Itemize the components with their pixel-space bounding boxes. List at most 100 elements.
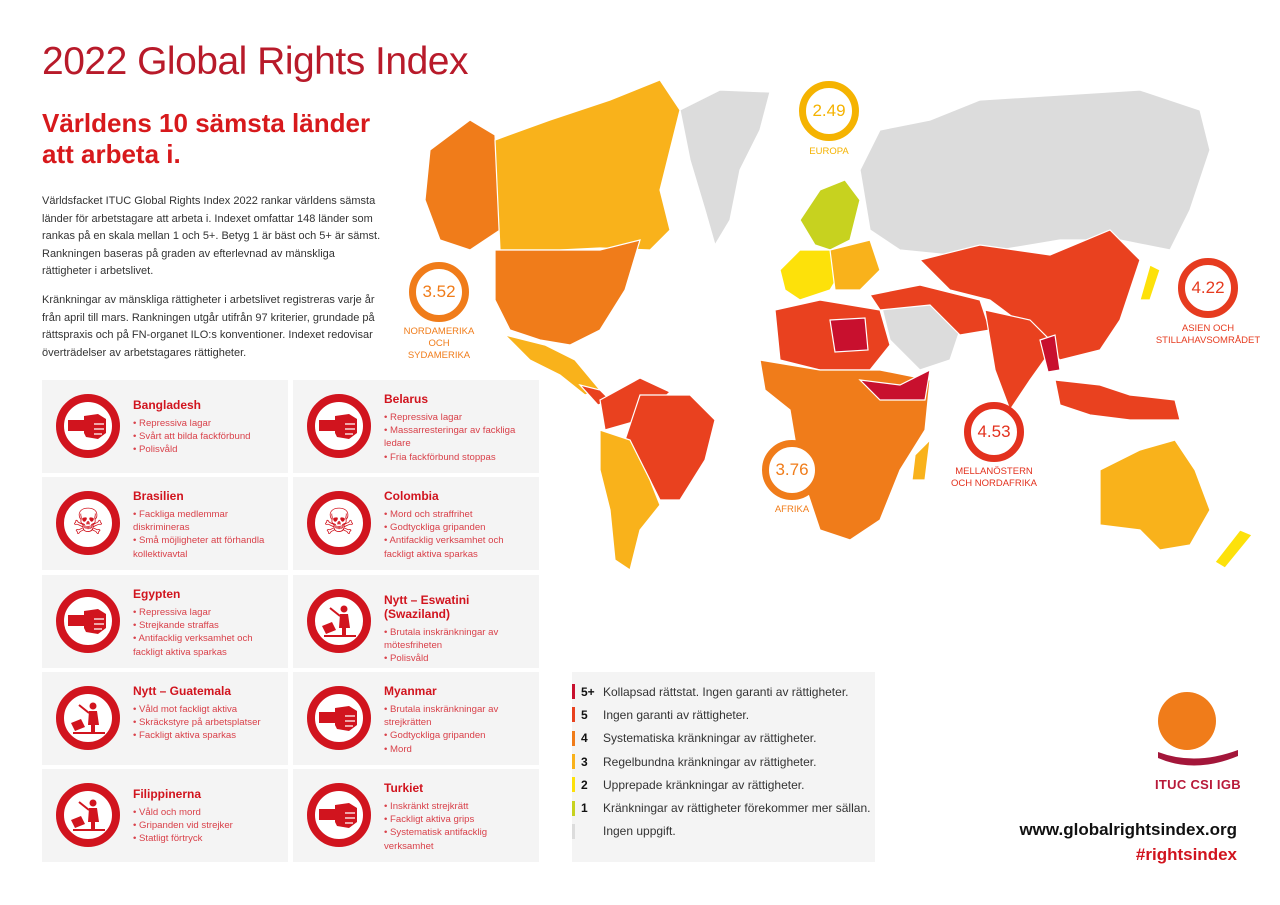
country-card: Filippinerna Våld och mordGripanden vid s… bbox=[42, 769, 288, 862]
violation-list: Våld mot fackligt aktivaSkräckstyre på a… bbox=[133, 703, 285, 743]
intro-paragraph-2: Kränkningar av mänskliga rättigheter i a… bbox=[42, 294, 375, 359]
country-card: Turkiet Inskränkt strejkrättFackligt akti… bbox=[293, 769, 539, 862]
violation-item: Brutala inskränkningar av mötesfriheten bbox=[384, 626, 536, 652]
country-card: Myanmar Brutala inskränkningar av strejkr… bbox=[293, 672, 539, 765]
violation-list: Våld och mordGripanden vid strejkerStatl… bbox=[133, 806, 285, 846]
legend-row: 5 Ingen garanti av rättigheter. bbox=[572, 703, 875, 726]
country-name: Turkiet bbox=[384, 781, 424, 795]
region-label-americas: Nordamerika och Sydamerika bbox=[403, 326, 475, 361]
police-violence-icon bbox=[56, 783, 120, 847]
violation-item: Antifacklig verksamhet och fackligt akti… bbox=[133, 632, 285, 658]
map-india bbox=[984, 309, 1056, 412]
country-name: Bangladesh bbox=[133, 398, 202, 412]
country-name: Brasilien bbox=[133, 489, 184, 503]
page-subtitle: Världens 10 sämsta länder att arbeta i. bbox=[42, 108, 371, 169]
legend-rating: 1 bbox=[581, 801, 588, 816]
fist-icon bbox=[307, 394, 371, 458]
country-card: Nytt – Guatemala Våld mot fackligt aktiva… bbox=[42, 672, 288, 765]
country-card: Egypten Repressiva lagarStrejkande straff… bbox=[42, 575, 288, 668]
violation-list: Mord och straffrihetGodtyckliga gripande… bbox=[384, 508, 536, 561]
map-madagascar bbox=[911, 438, 931, 481]
country-name: Egypten bbox=[133, 587, 181, 601]
hashtag: #rightsindex bbox=[1135, 845, 1237, 864]
legend-rating: 5+ bbox=[581, 684, 595, 699]
violation-item: Fackliga medlemmar diskrimineras bbox=[133, 508, 285, 534]
region-score-africa: 3.76 bbox=[762, 440, 822, 500]
violation-item: Godtyckliga gripanden bbox=[384, 521, 536, 534]
violation-item: Fackligt aktiva grips bbox=[384, 813, 536, 826]
violation-list: Brutala inskränkningar av strejkrättenGo… bbox=[384, 703, 536, 756]
legend-rating: 4 bbox=[581, 731, 588, 746]
violation-item: Mord och straffrihet bbox=[384, 508, 536, 521]
legend-color-swatch bbox=[572, 754, 575, 770]
map-greenland bbox=[679, 89, 771, 247]
violation-list: Repressiva lagarSvårt att bilda fackförb… bbox=[133, 417, 285, 457]
page-title: 2022 Global Rights Index bbox=[42, 40, 468, 83]
violation-item: Gripanden vid strejker bbox=[133, 819, 285, 832]
country-name: Belarus bbox=[384, 392, 429, 406]
violation-item: Antifacklig verksamhet och fackligt akti… bbox=[384, 534, 536, 560]
legend-row: Ingen uppgift. bbox=[572, 820, 875, 843]
violation-item: Svårt att bilda fackförbund bbox=[133, 430, 285, 443]
legend-rating: 3 bbox=[581, 754, 588, 769]
country-card: Nytt – Eswatini (Swaziland) Brutala inskr… bbox=[293, 575, 539, 668]
legend-color-swatch bbox=[572, 823, 575, 839]
country-name: Colombia bbox=[384, 489, 439, 503]
region-score-mena: 4.53 bbox=[964, 402, 1024, 462]
police-violence-icon bbox=[56, 686, 120, 750]
map-australia bbox=[1099, 439, 1211, 551]
fist-icon bbox=[307, 783, 371, 847]
legend-row: 4 Systematiska kränkningar av rättigheter… bbox=[572, 727, 875, 750]
legend-row: 1 Kränkningar av rättigheter förekommer m… bbox=[572, 796, 875, 819]
legend-description: Regelbundna kränkningar av rättigheter. bbox=[603, 754, 817, 769]
violation-item: Polisvåld bbox=[384, 652, 536, 665]
legend-description: Upprepade kränkningar av rättigheter. bbox=[603, 777, 805, 792]
region-score-asia-pacific: 4.22 bbox=[1178, 258, 1238, 318]
fist-icon bbox=[307, 686, 371, 750]
legend-description: Ingen uppgift. bbox=[603, 824, 676, 839]
legend: 5+ Kollapsad rättstat. Ingen garanti av r… bbox=[572, 672, 875, 862]
map-africa bbox=[759, 359, 931, 541]
map-russia bbox=[859, 89, 1211, 256]
country-card: ☠ Colombia Mord och straffrihetGodtyckliga… bbox=[293, 477, 539, 570]
legend-row: 5+ Kollapsad rättstat. Ingen garanti av r… bbox=[572, 680, 875, 703]
map-south-america-south bbox=[599, 429, 661, 571]
map-china bbox=[918, 229, 1141, 361]
police-violence-icon bbox=[307, 589, 371, 653]
fist-icon bbox=[56, 394, 120, 458]
map-usa bbox=[494, 239, 641, 346]
violation-item: Repressiva lagar bbox=[133, 417, 285, 430]
legend-description: Ingen garanti av rättigheter. bbox=[603, 707, 750, 722]
legend-color-swatch bbox=[572, 730, 575, 746]
violation-item: Små möjligheter att förhandla kollektiva… bbox=[133, 534, 285, 560]
region-label-africa: Afrika bbox=[774, 504, 810, 515]
legend-description: Systematiska kränkningar av rättigheter. bbox=[603, 731, 817, 746]
website-link[interactable]: www.globalrightsindex.org bbox=[1019, 820, 1237, 839]
violation-item: Mord bbox=[384, 743, 536, 756]
legend-rating: 5 bbox=[581, 707, 588, 722]
region-label-asia-pacific: Asien och Stillahavsområdet bbox=[1155, 323, 1261, 346]
violation-item: Fria fackförbund stoppas bbox=[384, 451, 536, 464]
legend-rating: 2 bbox=[581, 777, 588, 792]
ituc-logo bbox=[1158, 692, 1238, 766]
map-horn-of-africa bbox=[858, 368, 931, 401]
violation-item: Våld och mord bbox=[133, 806, 285, 819]
map-myanmar bbox=[1039, 334, 1061, 373]
violation-list: Repressiva lagarMassarresteringar av fac… bbox=[384, 411, 536, 464]
legend-description: Kränkningar av rättigheter förekommer me… bbox=[603, 801, 871, 816]
violation-item: Massarresteringar av fackliga ledare bbox=[384, 424, 536, 450]
country-card: Bangladesh Repressiva lagarSvårt att bild… bbox=[42, 380, 288, 473]
violation-item: Strejkande straffas bbox=[133, 619, 285, 632]
violation-item: Systematisk antifacklig verksamhet bbox=[384, 826, 536, 852]
map-new-zealand bbox=[1214, 529, 1253, 569]
map-southeast-asia bbox=[1054, 379, 1181, 421]
violation-list: Repressiva lagarStrejkande straffasAntif… bbox=[133, 606, 285, 659]
map-europe-east bbox=[829, 239, 881, 291]
violation-item: Fackligt aktiva sparkas bbox=[133, 729, 285, 742]
country-name: Nytt – Eswatini (Swaziland) bbox=[384, 593, 470, 621]
country-name: Nytt – Guatemala bbox=[133, 684, 232, 698]
region-label-mena: Mellanöstern och Nordafrika bbox=[950, 466, 1038, 489]
country-card: ☠ Brasilien Fackliga medlemmar diskriminer… bbox=[42, 477, 288, 570]
fist-icon bbox=[56, 589, 120, 653]
